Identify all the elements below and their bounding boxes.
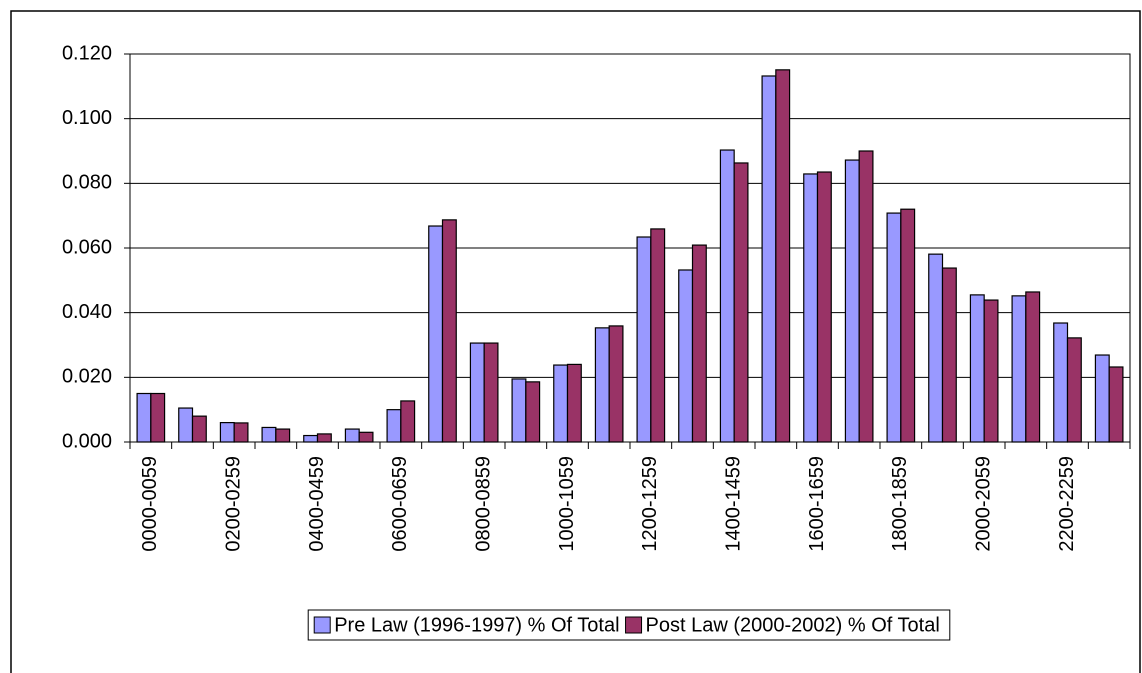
- bar: [636, 236, 652, 443]
- bar: [191, 415, 207, 443]
- bar: [816, 171, 832, 443]
- bar: [719, 149, 735, 443]
- bar: [969, 294, 985, 443]
- x-tick-label: 2000-2059: [972, 456, 994, 552]
- bar: [1108, 366, 1124, 443]
- bar: [1094, 354, 1110, 443]
- bar: [178, 407, 194, 443]
- bar: [233, 422, 249, 443]
- bar: [900, 208, 916, 443]
- bar: [441, 219, 457, 443]
- bar: [775, 69, 791, 443]
- bar: [844, 159, 860, 443]
- x-tick-label: 0000-0059: [139, 456, 161, 552]
- x-tick-label: 2200-2259: [1056, 456, 1078, 552]
- y-tick-label: 0.120: [62, 42, 112, 64]
- bar: [1066, 337, 1082, 443]
- x-tick-label: 1400-1459: [722, 456, 744, 552]
- bar: [344, 428, 360, 443]
- x-tick-label: 1000-1059: [556, 456, 578, 552]
- bar: [594, 327, 610, 443]
- y-tick-label: 0.020: [62, 366, 112, 388]
- bar: [983, 299, 999, 443]
- y-tick-label: 0.000: [62, 430, 112, 452]
- bar: [928, 253, 944, 443]
- bar: [1025, 291, 1041, 443]
- bar: [941, 267, 957, 443]
- bar: [1011, 295, 1027, 443]
- bar: [316, 433, 332, 443]
- x-tick-label: 1800-1859: [889, 456, 911, 552]
- legend-label: Post Law (2000-2002) % Of Total: [646, 614, 940, 636]
- legend-swatch: [625, 616, 643, 634]
- bar: [553, 364, 569, 443]
- bar: [275, 428, 291, 443]
- y-tick-label: 0.060: [62, 236, 112, 258]
- bar: [358, 431, 374, 443]
- bar: [136, 392, 152, 443]
- bar: [1053, 322, 1069, 443]
- bar: [733, 162, 749, 443]
- x-tick-label: 0200-0259: [222, 456, 244, 552]
- bar: [691, 244, 707, 443]
- bar: [803, 173, 819, 443]
- bar: [386, 409, 402, 443]
- bar: [525, 381, 541, 443]
- chart-frame: [10, 10, 1141, 673]
- bar: [483, 342, 499, 443]
- x-tick-label: 1200-1259: [639, 456, 661, 552]
- x-tick-label: 0400-0459: [306, 456, 328, 552]
- legend-swatch: [313, 616, 331, 634]
- x-tick-label: 0600-0659: [389, 456, 411, 552]
- bar: [469, 342, 485, 443]
- bar: [150, 392, 166, 443]
- bar: [678, 269, 694, 443]
- y-tick-label: 0.040: [62, 301, 112, 323]
- x-tick-label: 1600-1659: [806, 456, 828, 552]
- bar: [303, 434, 319, 443]
- y-tick-label: 0.100: [62, 107, 112, 129]
- bar: [261, 426, 277, 443]
- bar: [858, 150, 874, 443]
- bar: [400, 400, 416, 443]
- bar: [219, 422, 235, 443]
- x-tick-label: 0800-0859: [472, 456, 494, 552]
- bar: [511, 378, 527, 443]
- bar: [886, 212, 902, 443]
- bar: [566, 363, 582, 443]
- bar: [650, 228, 666, 443]
- legend-label: Pre Law (1996-1997) % Of Total: [334, 614, 619, 636]
- bar: [608, 325, 624, 443]
- bar: [428, 225, 444, 443]
- y-tick-label: 0.080: [62, 172, 112, 194]
- bar: [761, 75, 777, 443]
